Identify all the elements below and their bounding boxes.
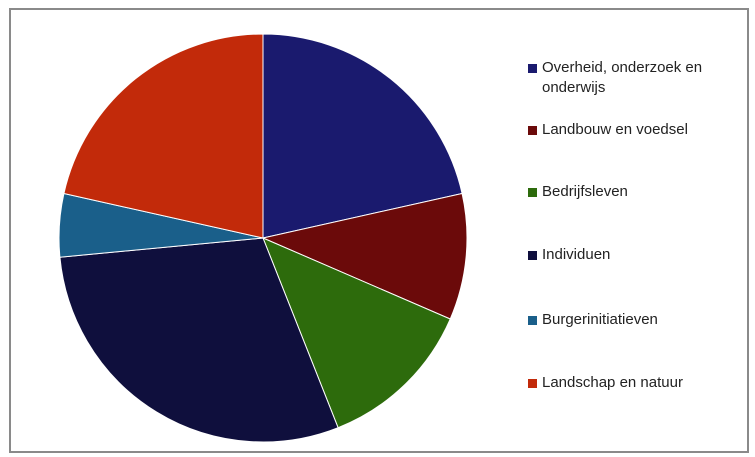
legend-label: Bedrijfsleven (542, 183, 628, 200)
legend-label: Landschap en natuur (542, 374, 683, 391)
legend-label: Individuen (542, 246, 611, 263)
legend-item-landbouw: Landbouw en voedsel (528, 120, 747, 140)
legend-swatch (528, 188, 537, 197)
legend-label: Landbouw en voedsel (542, 121, 688, 138)
legend-item-bedrijfsleven: Bedrijfsleven (528, 182, 747, 202)
legend-label: Burgerinitiatieven (542, 311, 658, 328)
pie-slice-3 (59, 237, 339, 443)
legend-label: Overheid, onderzoek en onderwijs (542, 59, 703, 96)
pie-slice-1 (261, 192, 468, 320)
pie-slice-5 (63, 33, 264, 239)
legend-swatch (528, 64, 537, 73)
legend-item-individuen: Individuen (528, 245, 747, 265)
pie-slice-0 (262, 33, 463, 239)
legend-item-landschap: Landschap en natuur (528, 373, 747, 393)
legend-item-burgerinitiatieven: Burgerinitiatieven (528, 310, 747, 330)
pie-slice-2 (262, 237, 451, 429)
legend-swatch (528, 316, 537, 325)
legend-item-overheid: Overheid, onderzoek en onderwijs (528, 58, 747, 98)
legend-swatch (528, 379, 537, 388)
legend-swatch (528, 251, 537, 260)
legend-swatch (528, 126, 537, 135)
